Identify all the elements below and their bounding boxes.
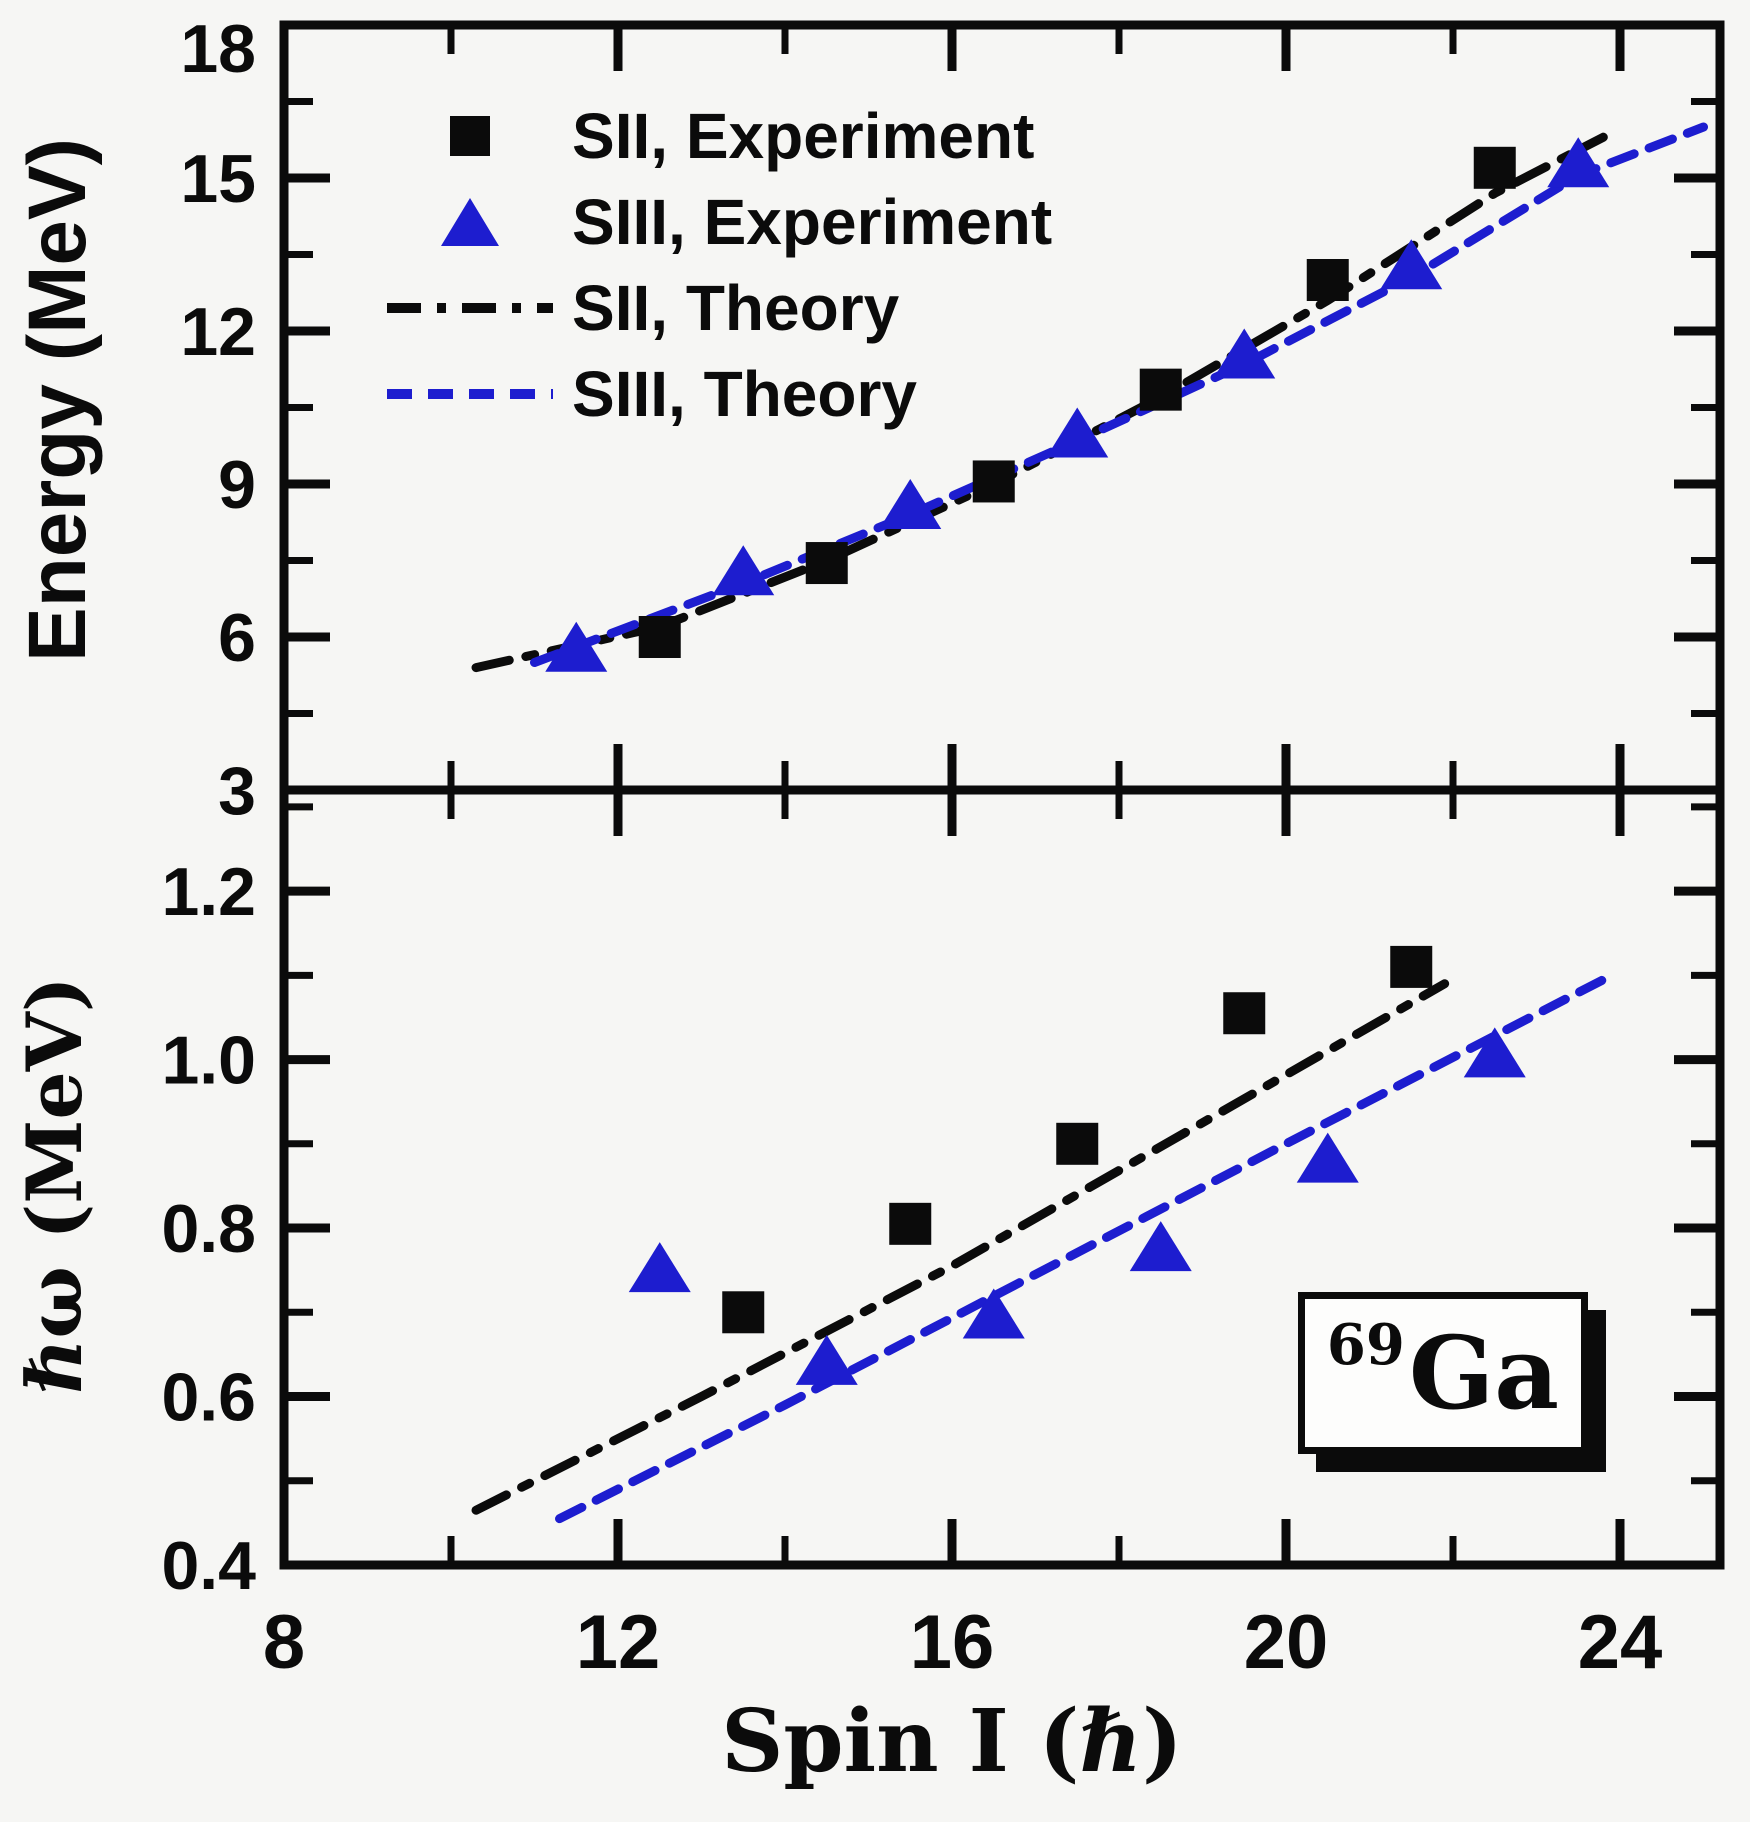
data-point-triangle — [1213, 328, 1276, 379]
data-point-triangle — [1463, 1027, 1526, 1078]
top-panel-y-axis-title: Energy (MeV) — [12, 138, 103, 662]
square-marker-icon — [450, 116, 490, 156]
data-point-triangle — [1380, 239, 1443, 290]
data-point-triangle — [1296, 1132, 1359, 1183]
data-point-triangle — [1129, 1221, 1192, 1272]
legend-item-siii-experiment: SIII, Experiment — [380, 186, 1052, 258]
data-point-triangle — [962, 1288, 1025, 1339]
data-point-square — [1056, 1122, 1099, 1165]
bottom-panel-y-tick-label: 0.4 — [161, 1528, 256, 1604]
legend-item-sii-theory: SII, Theory — [380, 272, 1052, 344]
legend-marker-cell — [380, 387, 560, 401]
data-point-square — [638, 616, 681, 658]
isotope-label-box: 69 Ga — [1298, 1292, 1588, 1454]
theory-line-siii-theory — [555, 970, 1617, 1524]
legend-marker-cell — [380, 198, 560, 246]
data-point-square — [972, 460, 1015, 503]
data-point-square — [1390, 945, 1433, 988]
legend-label: SII, Experiment — [572, 100, 1035, 172]
bottom-panel-y-tick-label: 1.2 — [161, 854, 256, 930]
top-panel-y-tick-label: 3 — [218, 753, 256, 829]
data-point-triangle — [879, 478, 942, 529]
data-point-square — [805, 542, 848, 585]
x-tick-label: 16 — [910, 1600, 995, 1685]
top-panel-y-tick-label: 12 — [180, 294, 256, 370]
triangle-marker-icon — [441, 198, 499, 246]
top-panel-y-tick-label: 18 — [180, 11, 256, 87]
data-point-square — [722, 1291, 765, 1334]
x-tick-label: 20 — [1244, 1600, 1329, 1685]
legend-item-sii-experiment: SII, Experiment — [380, 100, 1052, 172]
isotope-mass-number: 69 — [1326, 1312, 1405, 1378]
x-tick-label: 8 — [263, 1600, 305, 1685]
x-tick-label: 24 — [1578, 1600, 1663, 1685]
data-point-square — [1306, 259, 1349, 301]
legend: SII, Experiment SIII, Experiment SII, Th… — [380, 100, 1052, 430]
data-point-triangle — [628, 1242, 691, 1293]
data-point-square — [1139, 368, 1182, 411]
legend-label: SIII, Experiment — [572, 186, 1053, 258]
legend-label: SIII, Theory — [572, 358, 917, 430]
bottom-panel-y-tick-label: 1.0 — [161, 1023, 256, 1099]
bottom-panel-y-tick-label: 0.6 — [161, 1360, 256, 1436]
data-point-square — [889, 1202, 932, 1245]
bottom-panel-y-axis-title: ℏω (MeV) — [10, 976, 99, 1394]
x-axis-title: Spin I (ℏ) — [721, 1691, 1183, 1792]
top-panel-y-tick-label: 9 — [218, 447, 256, 523]
data-point-triangle — [1046, 407, 1109, 458]
data-point-triangle — [795, 1334, 858, 1385]
data-point-triangle — [712, 545, 775, 596]
dash-dot-line-icon — [387, 303, 553, 313]
legend-label: SII, Theory — [572, 272, 900, 344]
data-point-square — [1473, 146, 1516, 189]
legend-marker-cell — [380, 116, 560, 156]
dashed-line-icon — [387, 389, 553, 399]
x-tick-label: 12 — [576, 1600, 661, 1685]
legend-item-siii-theory: SIII, Theory — [380, 358, 1052, 430]
top-panel-y-tick-label: 15 — [180, 141, 256, 217]
legend-marker-cell — [380, 301, 560, 315]
isotope-element-symbol: Ga — [1408, 1314, 1560, 1432]
bottom-panel-y-tick-label: 0.8 — [161, 1191, 256, 1267]
data-point-square — [1223, 992, 1266, 1035]
theory-line-sii-theory — [471, 979, 1450, 1515]
data-point-triangle — [1547, 137, 1610, 188]
top-panel-y-tick-label: 6 — [218, 600, 256, 676]
data-point-triangle — [545, 621, 608, 672]
